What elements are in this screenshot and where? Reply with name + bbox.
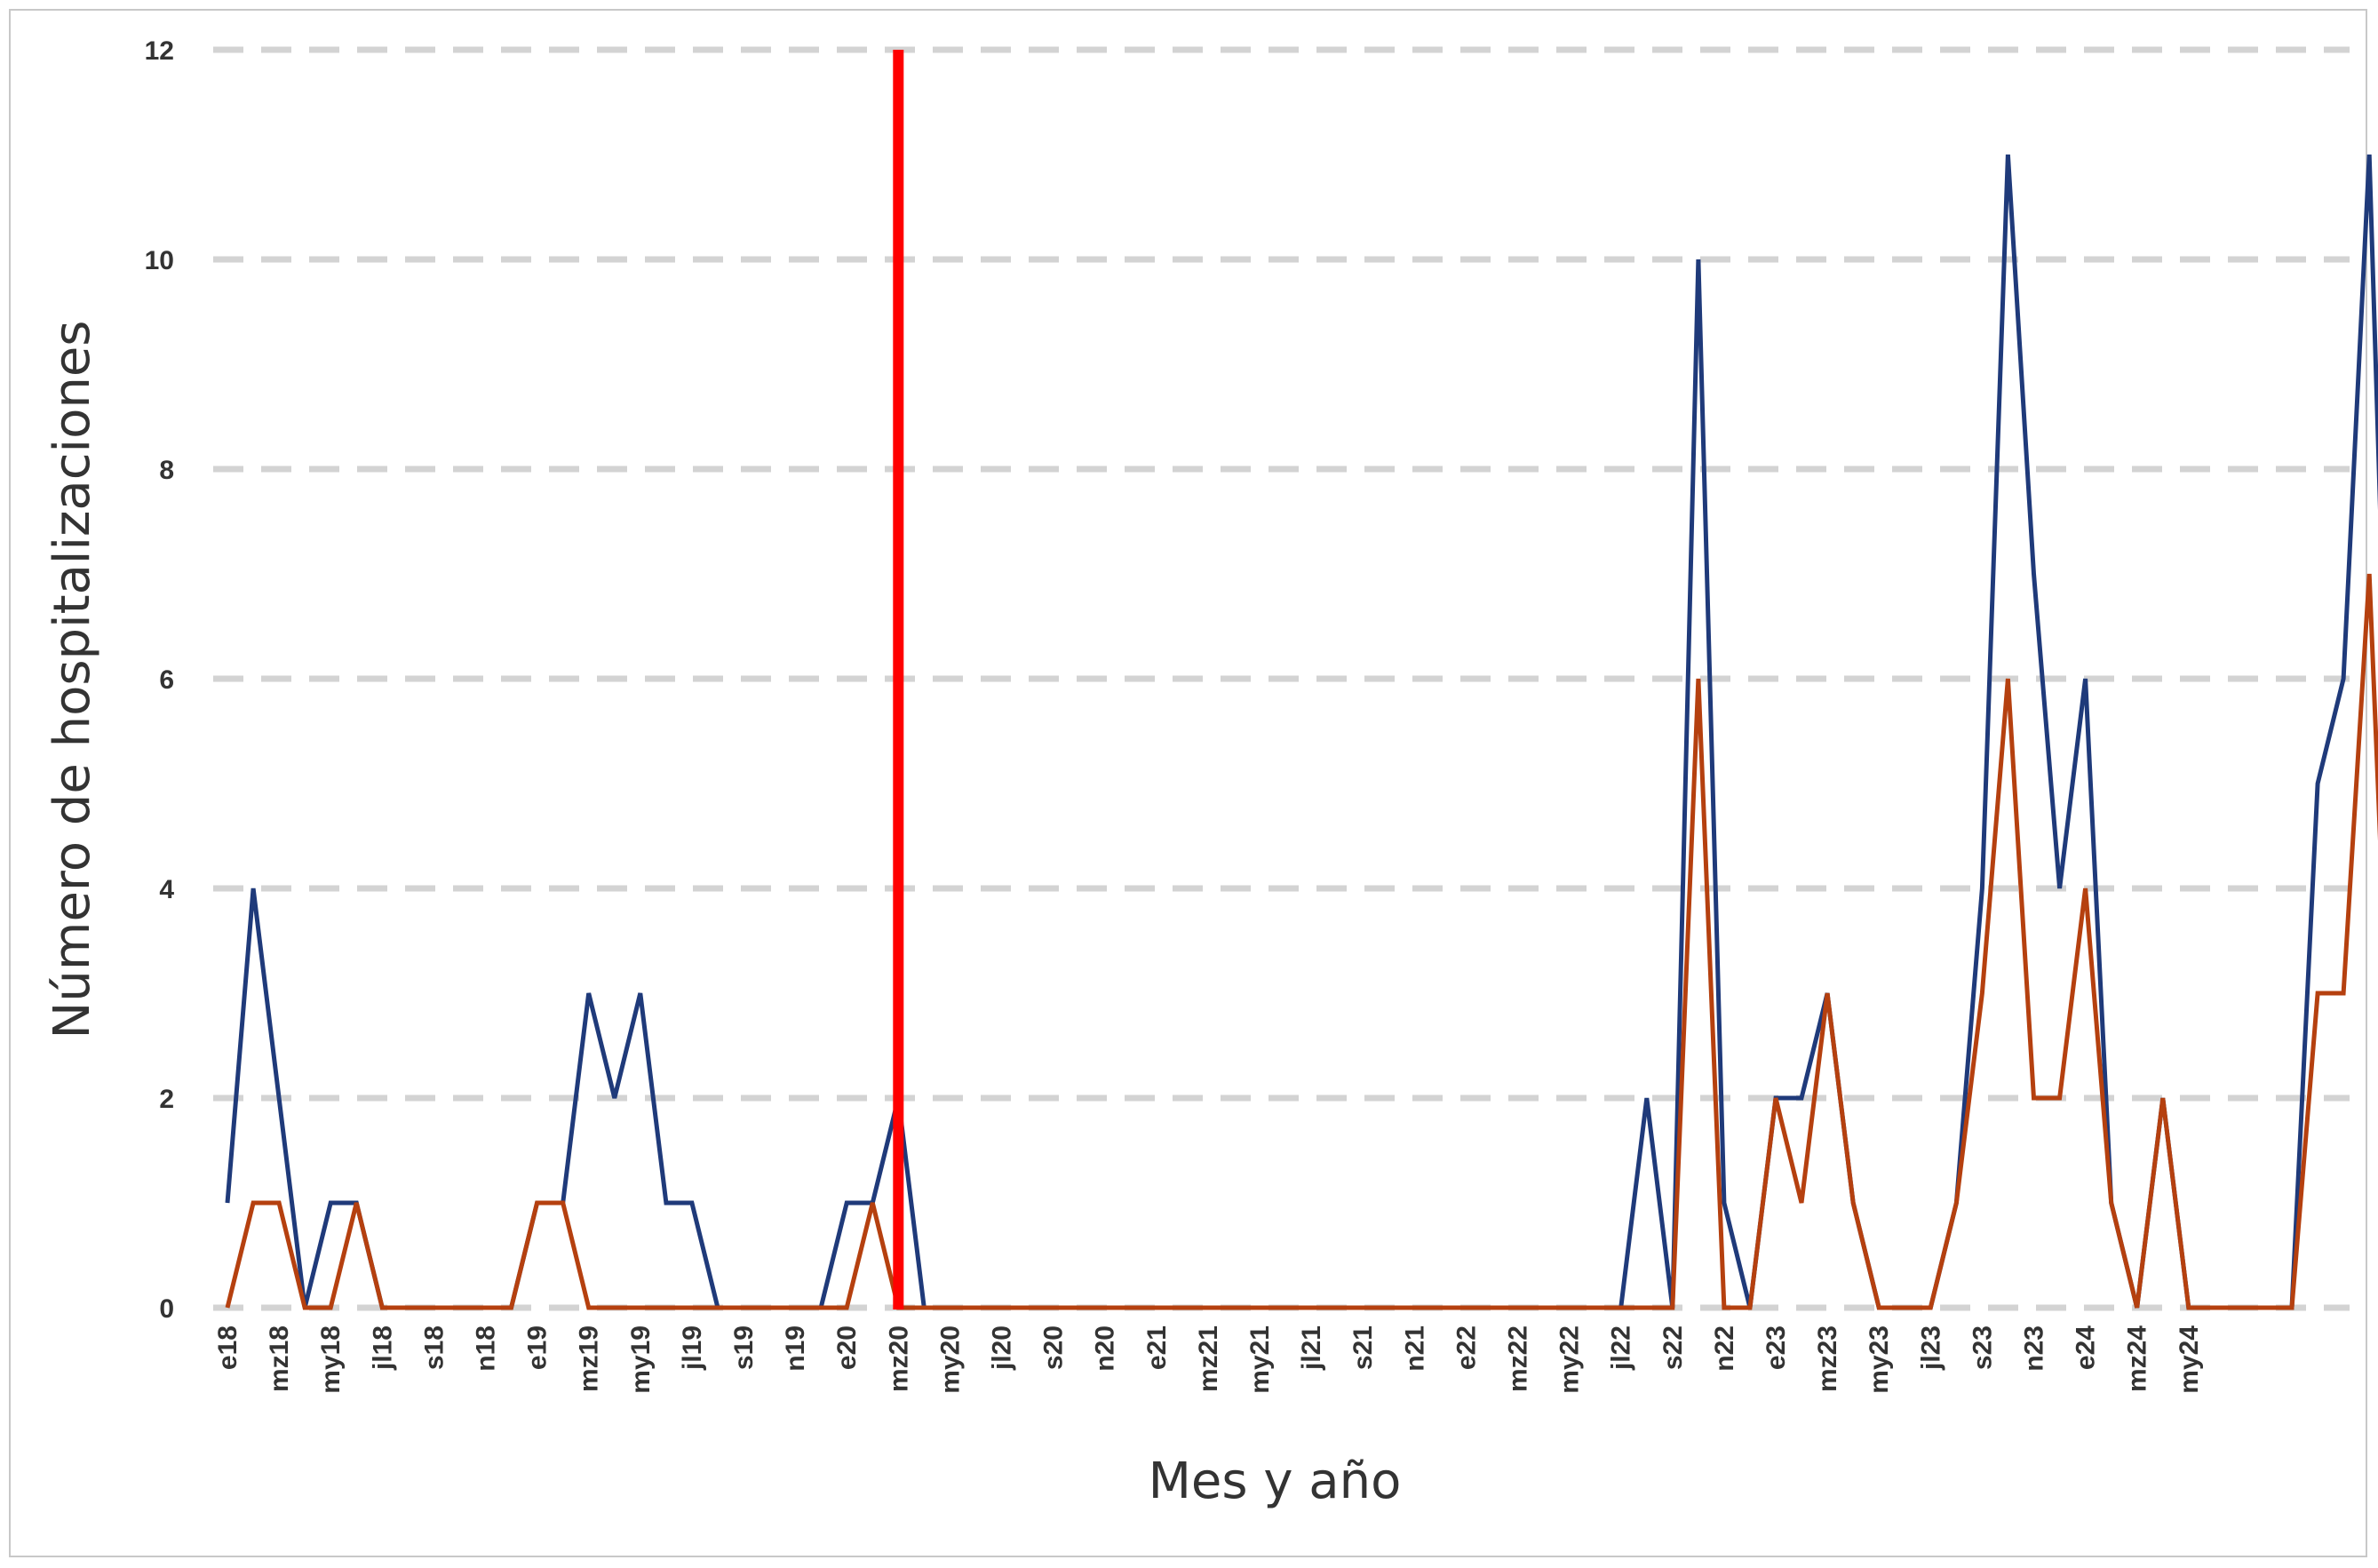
x-tick-label: n21 bbox=[1400, 1325, 1429, 1372]
x-tick-label: mz22 bbox=[1504, 1325, 1533, 1392]
y-tick-label: 10 bbox=[145, 246, 174, 275]
x-tick-label: e18 bbox=[213, 1325, 243, 1370]
gridlines bbox=[213, 46, 2350, 1311]
x-tick-label: s22 bbox=[1658, 1325, 1688, 1370]
x-tick-label: jl18 bbox=[368, 1325, 397, 1371]
x-axis-title: Mes y año bbox=[1149, 1453, 1402, 1510]
x-tick-label: n20 bbox=[1091, 1325, 1120, 1372]
series-line-2 bbox=[225, 573, 2378, 1310]
y-tick-label: 8 bbox=[159, 456, 174, 485]
x-tick-label: mz20 bbox=[884, 1325, 913, 1392]
y-tick-label: 4 bbox=[159, 875, 174, 904]
x-tick-label: s19 bbox=[729, 1325, 759, 1370]
x-tick-label: my21 bbox=[1245, 1325, 1275, 1394]
x-tick-label: my23 bbox=[1865, 1325, 1894, 1394]
x-tick-label: n19 bbox=[781, 1325, 810, 1372]
x-tick-label: n22 bbox=[1710, 1325, 1739, 1372]
x-tick-label: my22 bbox=[1555, 1325, 1585, 1394]
y-tick-label: 12 bbox=[145, 36, 174, 66]
x-tick-label: mz23 bbox=[1813, 1325, 1842, 1392]
series-line-1 bbox=[225, 154, 2378, 1310]
y-tick-label: 2 bbox=[159, 1085, 174, 1114]
x-tick-label: my18 bbox=[316, 1325, 346, 1394]
x-tick-label: mz24 bbox=[2123, 1325, 2152, 1392]
x-tick-label: n18 bbox=[472, 1325, 501, 1372]
x-tick-label: jl22 bbox=[1607, 1325, 1636, 1371]
x-tick-label: jl21 bbox=[1297, 1325, 1326, 1371]
x-tick-label: e19 bbox=[523, 1325, 553, 1370]
x-axis-ticks: e18 mz18 my18 jl18 s18 n18 e19 mz19 my19 jl19 s19 n… bbox=[213, 1325, 2204, 1394]
x-tick-label: mz19 bbox=[575, 1325, 604, 1392]
x-tick-label: s21 bbox=[1348, 1325, 1378, 1370]
y-axis-ticks: 0 2 4 6 8 10 12 bbox=[145, 36, 175, 1324]
chart-frame bbox=[9, 9, 2367, 1557]
x-tick-label: e24 bbox=[2072, 1325, 2101, 1370]
x-tick-label: e23 bbox=[1762, 1325, 1791, 1370]
y-tick-label: 0 bbox=[159, 1294, 174, 1324]
y-axis-title: Número de hospitalizaciones bbox=[44, 321, 101, 1039]
x-tick-label: mz21 bbox=[1194, 1325, 1223, 1392]
x-tick-label: e20 bbox=[832, 1325, 862, 1370]
x-tick-label: s23 bbox=[1968, 1325, 1997, 1370]
x-tick-label: e22 bbox=[1451, 1325, 1481, 1370]
x-tick-label: mz18 bbox=[265, 1325, 294, 1392]
x-tick-label: my24 bbox=[2175, 1325, 2204, 1394]
x-tick-label: jl23 bbox=[1916, 1325, 1945, 1371]
x-tick-label: my19 bbox=[626, 1325, 656, 1394]
x-tick-label: jl19 bbox=[678, 1325, 707, 1371]
x-tick-label: n23 bbox=[2020, 1325, 2049, 1372]
x-tick-label: s18 bbox=[419, 1325, 449, 1370]
x-tick-label: e21 bbox=[1142, 1325, 1172, 1370]
y-tick-label: 6 bbox=[159, 665, 174, 695]
series-lines bbox=[225, 154, 2378, 1310]
x-tick-label: s20 bbox=[1039, 1325, 1069, 1370]
x-tick-label: my20 bbox=[935, 1325, 965, 1394]
x-tick-label: jl20 bbox=[988, 1325, 1017, 1371]
